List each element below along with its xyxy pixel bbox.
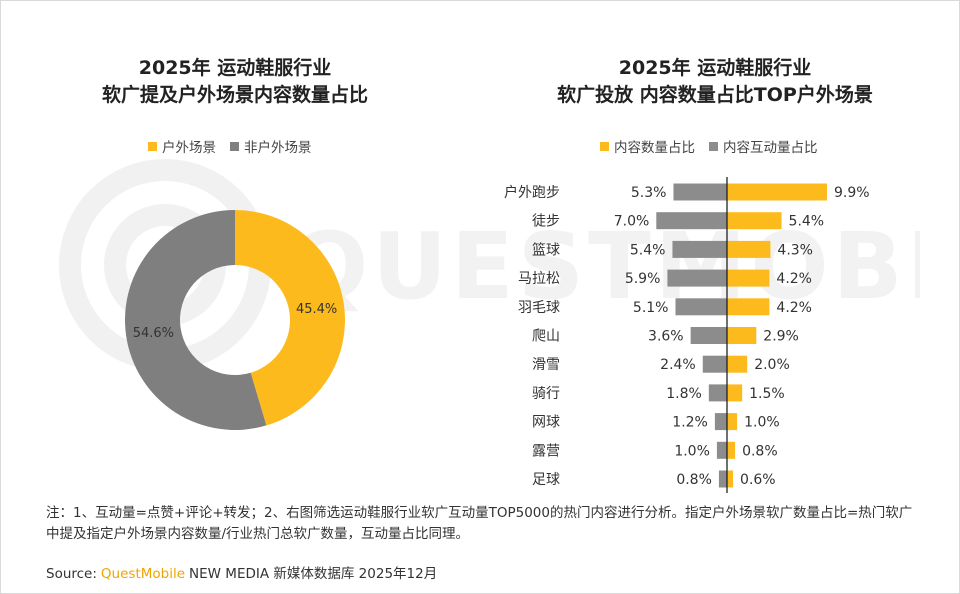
bar-label-interaction-share: 5.1% bbox=[633, 300, 669, 316]
bar-label-interaction-share: 1.8% bbox=[666, 386, 702, 402]
left-chart-legend: 户外场景 非户外场景 bbox=[148, 136, 326, 156]
donut-chart: 45.4% 54.6% bbox=[124, 210, 345, 430]
bar-label-interaction-share: 1.2% bbox=[672, 415, 708, 431]
bar-interaction-share bbox=[714, 413, 727, 431]
category-label: 网球 bbox=[532, 415, 560, 431]
donut-label-outdoor: 45.4% bbox=[296, 302, 337, 317]
category-label: 骑行 bbox=[532, 386, 560, 402]
bar-label-content-share: 4.2% bbox=[776, 300, 812, 316]
bar-interaction-share bbox=[690, 327, 727, 344]
category-label: 爬山 bbox=[532, 329, 560, 345]
bar-interaction-share bbox=[673, 183, 727, 201]
bar-interaction-share bbox=[672, 240, 727, 258]
donut-slice-non-outdoor bbox=[124, 210, 267, 430]
category-label: 篮球 bbox=[532, 242, 560, 258]
bar-label-content-share: 5.4% bbox=[789, 214, 825, 230]
category-label: 马拉松 bbox=[518, 271, 560, 287]
right-chart-title-line2: 软广投放 内容数量占比TOP户外场景 bbox=[557, 84, 873, 106]
bar-label-content-share: 0.6% bbox=[740, 472, 776, 488]
legend-swatch-interaction-share bbox=[709, 141, 718, 151]
bar-content-share bbox=[727, 441, 736, 459]
legend-item-non-outdoor: 非户外场景 bbox=[230, 136, 312, 156]
bar-label-content-share: 2.0% bbox=[754, 357, 790, 373]
left-chart-title-line1: 2025年 运动鞋服行业 bbox=[138, 57, 332, 79]
source-rest: NEW MEDIA 新媒体数据库 2025年12月 bbox=[189, 566, 438, 582]
category-label: 足球 bbox=[532, 472, 560, 488]
diverging-bar-chart: 户外跑步 5.3% 9.9% 徒步 7.0% 5.4% 篮球 5.4% 4.3% 马拉松 5.9% 4… bbox=[504, 177, 870, 493]
right-chart-title: 2025年 运动鞋服行业 软广投放 内容数量占比TOP户外场景 bbox=[520, 55, 910, 109]
legend-swatch-non-outdoor bbox=[230, 141, 239, 151]
legend-item-interaction-share: 内容互动量占比 bbox=[709, 136, 818, 156]
bar-label-content-share: 4.2% bbox=[776, 271, 812, 287]
bar-content-share bbox=[727, 413, 738, 431]
bar-content-share bbox=[727, 183, 827, 201]
bar-interaction-share bbox=[675, 298, 727, 316]
source-line: Source: QuestMobile NEW MEDIA 新媒体数据库 202… bbox=[46, 562, 437, 582]
bar-label-content-share: 0.8% bbox=[742, 443, 778, 459]
bar-label-interaction-share: 5.4% bbox=[630, 242, 666, 258]
source-brand: QuestMobile bbox=[100, 566, 186, 582]
bar-content-share bbox=[727, 384, 743, 402]
bar-interaction-share bbox=[716, 441, 727, 459]
legend-label-interaction-share: 内容互动量占比 bbox=[723, 140, 818, 156]
donut-slice-outdoor bbox=[235, 210, 345, 426]
bar-label-content-share: 9.9% bbox=[834, 185, 870, 201]
donut-label-non-outdoor: 54.6% bbox=[133, 326, 174, 341]
bar-interaction-share bbox=[656, 212, 727, 230]
bar-interaction-share bbox=[702, 355, 727, 373]
bar-label-interaction-share: 0.8% bbox=[676, 472, 712, 488]
legend-label-outdoor: 户外场景 bbox=[162, 140, 216, 156]
bar-content-share bbox=[727, 269, 770, 287]
bar-content-share bbox=[727, 212, 782, 230]
category-label: 羽毛球 bbox=[518, 300, 560, 316]
bar-label-interaction-share: 5.3% bbox=[631, 185, 667, 201]
bar-content-share bbox=[727, 298, 770, 316]
bar-label-content-share: 1.5% bbox=[749, 386, 785, 402]
bar-content-share bbox=[727, 240, 771, 258]
bar-interaction-share bbox=[667, 269, 727, 287]
category-label: 滑雪 bbox=[532, 356, 560, 373]
bar-label-interaction-share: 1.0% bbox=[674, 443, 710, 459]
bar-label-interaction-share: 7.0% bbox=[614, 214, 650, 230]
category-label: 徒步 bbox=[532, 214, 560, 230]
bar-label-content-share: 2.9% bbox=[763, 329, 799, 345]
legend-swatch-content-share bbox=[600, 141, 609, 151]
bar-label-content-share: 4.3% bbox=[777, 242, 813, 258]
category-label: 露营 bbox=[532, 443, 560, 459]
legend-item-outdoor: 户外场景 bbox=[148, 136, 216, 156]
bar-label-content-share: 1.0% bbox=[744, 415, 780, 431]
footnote: 注：1、互动量=点赞+评论+转发；2、右图筛选运动鞋服行业软广互动量TOP500… bbox=[46, 505, 913, 542]
source-label: Source: bbox=[46, 566, 97, 582]
legend-label-non-outdoor: 非户外场景 bbox=[244, 140, 312, 156]
left-chart-title-line2: 软广提及户外场景内容数量占比 bbox=[101, 84, 368, 106]
category-label: 户外跑步 bbox=[504, 184, 560, 201]
bar-content-share bbox=[727, 470, 734, 488]
right-chart-legend: 内容数量占比 内容互动量占比 bbox=[600, 136, 832, 156]
bar-label-interaction-share: 2.4% bbox=[660, 357, 696, 373]
bar-content-share bbox=[727, 355, 748, 373]
bar-interaction-share bbox=[718, 470, 727, 488]
left-chart-title: 2025年 运动鞋服行业 软广提及户外场景内容数量占比 bbox=[80, 55, 390, 109]
bar-label-interaction-share: 5.9% bbox=[625, 271, 661, 287]
bar-label-interaction-share: 3.6% bbox=[648, 329, 684, 345]
bar-content-share bbox=[727, 327, 757, 344]
legend-item-content-share: 内容数量占比 bbox=[600, 136, 695, 156]
right-chart-title-line1: 2025年 运动鞋服行业 bbox=[618, 57, 812, 79]
bar-interaction-share bbox=[708, 384, 727, 402]
legend-label-content-share: 内容数量占比 bbox=[614, 140, 695, 156]
legend-swatch-outdoor bbox=[148, 141, 157, 151]
